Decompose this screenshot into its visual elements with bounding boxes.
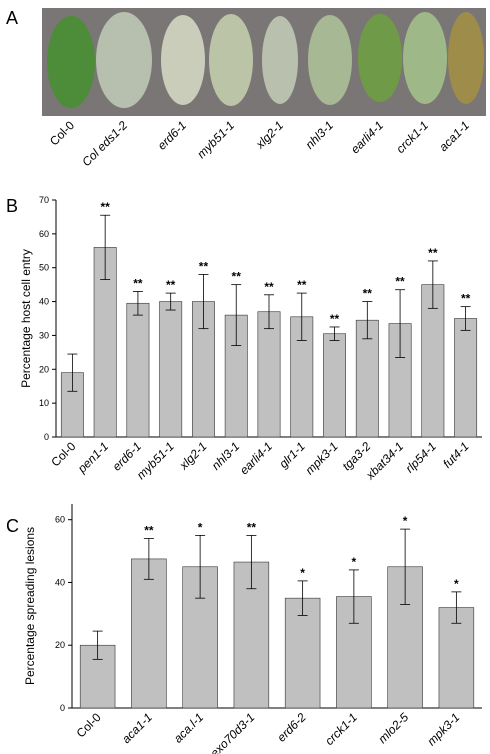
panel-label: B [6, 196, 18, 216]
error-bar [92, 630, 103, 660]
x-tick-label: aca1-1 [119, 710, 155, 746]
significance: ** [330, 312, 340, 326]
significance: ** [166, 278, 176, 292]
bar [438, 607, 475, 709]
leaf-label: nhl3-1 [303, 118, 336, 151]
x-tick-label: crck1-1 [322, 710, 360, 748]
x-tick-label: fut4-1 [440, 439, 472, 471]
bar [454, 318, 478, 438]
significance: ** [297, 278, 307, 292]
bar [284, 597, 321, 709]
significance: ** [232, 270, 242, 284]
error-bar [297, 580, 308, 616]
x-tick-label: xlg2-1 [176, 439, 210, 473]
y-tick-label: 0 [44, 432, 49, 442]
x-tick-label: aca.l-1 [171, 710, 206, 745]
panel-label: C [6, 516, 19, 536]
significance: ** [144, 524, 154, 538]
significance: ** [264, 280, 274, 294]
x-tick-label: mpk3-1 [424, 710, 462, 748]
y-tick-label: 20 [39, 364, 49, 374]
x-tick-label: Col-0 [48, 439, 78, 469]
significance: ** [199, 259, 209, 273]
leaf-label: earli4-1 [348, 118, 386, 156]
significance: * [454, 577, 459, 591]
error-bar [143, 538, 154, 580]
error-bar [246, 534, 257, 590]
y-tick-label: 40 [55, 577, 65, 587]
x-tick-label: Col-0 [74, 710, 104, 740]
x-tick-label: mlo2-5 [375, 710, 411, 746]
leaf-label: Col eds1-2 [79, 118, 130, 169]
leaf-photo [42, 8, 486, 116]
error-bar [296, 292, 307, 341]
leaf-label: xlg2-1 [252, 118, 286, 152]
y-axis-label: Percentage host cell entry [19, 249, 33, 388]
y-tick-label: 60 [39, 229, 49, 239]
bar [131, 558, 167, 709]
y-tick-label: 60 [55, 515, 65, 525]
y-tick-label: 0 [60, 703, 65, 713]
bar [159, 301, 183, 438]
error-bar [329, 326, 340, 341]
significance: * [352, 555, 357, 569]
error-bar [132, 291, 143, 316]
leaf-label: Col-0 [47, 118, 77, 148]
x-tick-label: rlp54-1 [403, 439, 439, 475]
significance: ** [395, 275, 405, 289]
error-bar [460, 306, 471, 331]
error-bar [348, 569, 359, 624]
leaf-label: myb51-1 [194, 118, 237, 161]
y-tick-label: 40 [39, 297, 49, 307]
significance: ** [247, 520, 257, 534]
bar [257, 311, 281, 438]
y-axis-label: Percentage spreading lesions [23, 527, 37, 685]
significance: * [198, 520, 203, 534]
significance: ** [363, 287, 373, 301]
significance: ** [100, 200, 110, 214]
error-bar [195, 534, 206, 599]
significance: ** [461, 292, 471, 306]
x-tick-label: exo70d3-1 [207, 710, 257, 754]
error-bar [198, 274, 209, 330]
bar [126, 302, 150, 438]
y-tick-label: 30 [39, 330, 49, 340]
error-bar [395, 289, 406, 358]
x-tick-label: mpk3-1 [302, 439, 340, 477]
y-tick-label: 50 [39, 263, 49, 273]
significance: ** [133, 276, 143, 290]
x-tick-label: earli4-1 [237, 439, 275, 477]
y-tick-label: 20 [55, 640, 65, 650]
x-tick-label: erd6-2 [274, 710, 309, 745]
panel-label: A [6, 8, 18, 28]
significance: ** [428, 246, 438, 260]
significance: * [300, 566, 305, 580]
error-bar [264, 294, 274, 330]
error-bar [362, 301, 373, 340]
error-bar [231, 284, 242, 346]
error-bar [100, 214, 111, 280]
error-bar [451, 591, 462, 624]
leaf-label: aca1-1 [436, 118, 472, 154]
significance: * [403, 514, 408, 528]
error-bar [400, 528, 411, 605]
error-bar [427, 260, 438, 309]
y-tick-label: 10 [39, 398, 49, 408]
error-bar [165, 292, 176, 311]
bar [323, 333, 346, 438]
leaf-label: crck1-1 [393, 118, 431, 156]
leaf-label: erd6-1 [155, 118, 189, 152]
x-tick-label: pen1-1 [74, 439, 111, 476]
error-bar [67, 353, 78, 392]
y-tick-label: 70 [39, 195, 49, 205]
